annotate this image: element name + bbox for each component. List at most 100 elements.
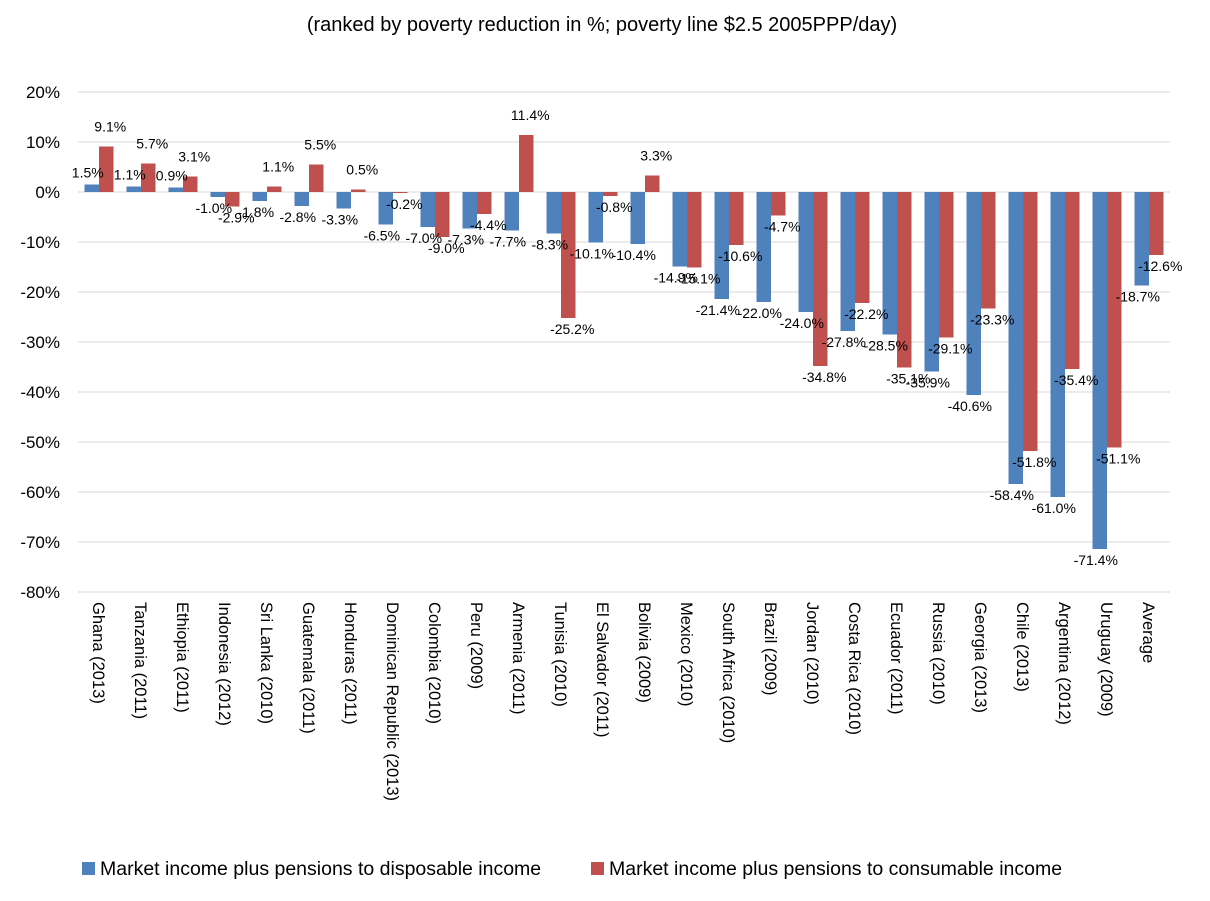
bar-disposable-income [336,192,351,209]
bar-disposable-income [672,192,687,267]
category-label: South Africa (2010) [719,602,737,743]
data-label-disposable: -27.8% [822,334,866,350]
data-label-disposable: -22.0% [738,305,782,321]
chart-title: (ranked by poverty reduction in %; pover… [307,14,897,36]
bar-consumable-income [225,192,240,207]
bar-consumable-income [267,186,282,192]
category-label: Honduras (2011) [341,602,359,725]
data-label-consumable: -35.4% [1054,372,1098,388]
data-label-consumable: 3.3% [640,148,672,164]
bar-consumable-income [477,192,492,214]
bar-disposable-income [756,192,771,302]
data-label-consumable: -22.2% [844,306,888,322]
bar-disposable-income [798,192,813,312]
bar-consumable-income [1107,192,1122,448]
bar-disposable-income [168,187,183,192]
bar-consumable-income [855,192,870,303]
legend: Market income plus pensions to disposabl… [82,858,1062,880]
category-label: Indonesia (2012) [215,602,233,726]
y-tick-label: 0% [35,183,60,202]
category-label: Guatemala (2011) [299,602,317,734]
data-label-disposable: -6.5% [363,228,400,244]
bar-disposable-income [1134,192,1149,286]
bar-disposable-income [840,192,855,331]
bar-disposable-income [924,192,939,372]
bar-disposable-income [294,192,309,206]
data-label-consumable: -4.4% [470,217,507,233]
category-label: Costa Rica (2010) [845,602,863,735]
data-label-disposable: -14.9% [654,270,698,286]
category-label: Uruguay (2009) [1097,602,1115,717]
bar-consumable-income [351,189,366,192]
data-label-disposable: -18.7% [1116,289,1160,305]
bar-disposable-income [252,192,267,201]
data-label-consumable: 11.4% [511,107,550,123]
bar-disposable-income [1008,192,1023,484]
bar-consumable-income [1149,192,1164,255]
category-label: El Salvador (2011) [593,602,611,737]
category-label: Mexico (2010) [677,602,695,707]
bars [84,135,1164,549]
bar-consumable-income [771,192,786,216]
bar-consumable-income [519,135,534,192]
data-label-consumable: -35.1% [886,371,930,387]
bar-consumable-income [1065,192,1080,369]
bar-consumable-income [1023,192,1038,451]
data-label-disposable: -2.8% [279,209,316,225]
data-label-disposable: -7.0% [405,230,442,246]
category-label: Chile (2013) [1013,602,1031,692]
category-label: Average [1139,602,1157,663]
bar-disposable-income [1050,192,1065,497]
bar-disposable-income [588,192,603,243]
data-label-consumable: -29.1% [928,341,972,357]
bar-disposable-income [420,192,435,227]
gridlines [78,91,1170,593]
y-tick-label: -40% [20,383,60,402]
bar-disposable-income [714,192,729,299]
bar-consumable-income [603,192,618,196]
bar-consumable-income [309,164,324,192]
data-label-consumable: 5.7% [136,136,168,152]
data-label-disposable: -28.5% [864,338,908,354]
bar-disposable-income [126,186,141,192]
data-label-consumable: -0.2% [386,196,423,212]
data-label-consumable: 5.5% [304,137,336,153]
data-label-disposable: -1.0% [195,200,232,216]
data-label-disposable: -58.4% [990,487,1034,503]
bar-disposable-income [882,192,897,335]
data-label-disposable: 1.5% [72,165,104,181]
data-label-consumable: -10.6% [718,248,762,264]
data-label-consumable: 3.1% [178,149,210,165]
data-label-consumable: 0.5% [346,162,378,178]
bar-consumable-income [729,192,744,245]
bar-disposable-income [966,192,981,395]
bar-consumable-income [183,176,198,192]
bar-disposable-income [504,192,519,231]
y-tick-label: -10% [20,233,60,252]
data-label-consumable: 9.1% [94,119,126,135]
category-label: Peru (2009) [467,602,485,689]
data-label-consumable: -9.0% [428,240,465,256]
bar-consumable-income [99,146,114,192]
data-label-disposable: -71.4% [1074,552,1118,568]
legend-swatch [591,862,604,875]
data-label-disposable: 0.9% [156,168,188,184]
bar-disposable-income [1092,192,1107,549]
bar-disposable-income [210,192,225,197]
bar-consumable-income [687,192,702,268]
category-label: Ghana (2013) [89,602,107,704]
data-label-disposable: -10.4% [612,247,656,263]
bar-consumable-income [561,192,576,318]
y-axis-ticks: 20% 10% 0% -10% -20% -30% -40% -50% -60% -70% -80% [20,83,60,602]
data-label-disposable: -1.8% [237,204,274,220]
y-tick-label: -30% [20,333,60,352]
data-label-consumable: -34.8% [802,369,846,385]
data-label-disposable: -35.9% [906,375,950,391]
category-label: Georgia (2013) [971,602,989,713]
bar-disposable-income [84,184,99,192]
legend-swatch [82,862,95,875]
data-label-consumable: -25.2% [550,321,594,337]
y-tick-label: -60% [20,483,60,502]
